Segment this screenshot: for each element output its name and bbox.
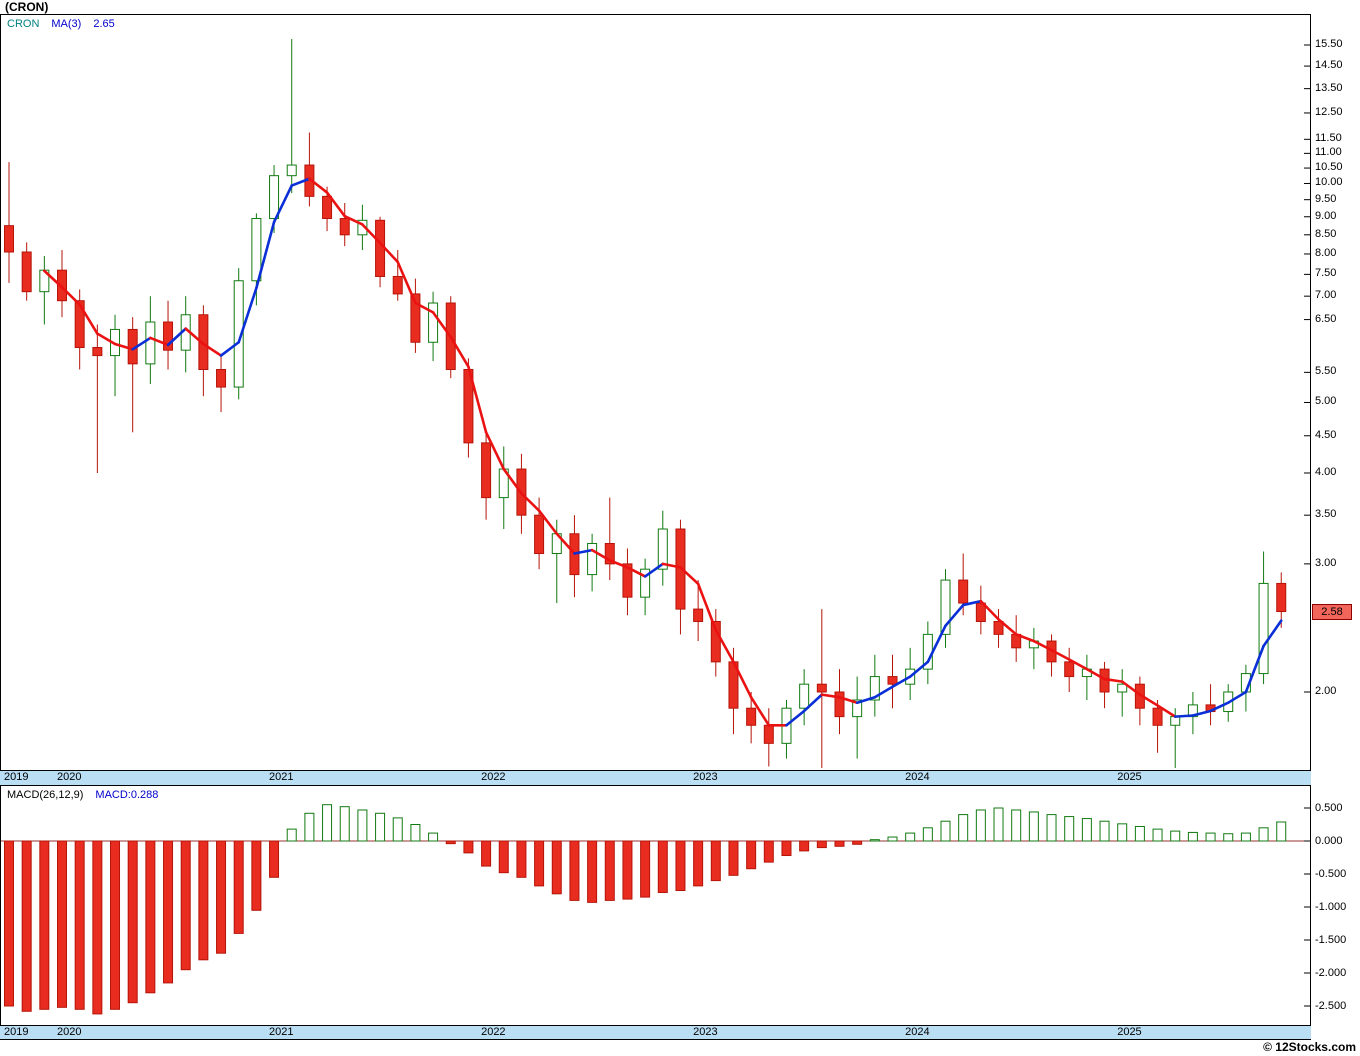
macd-axis-label: -0.500 [1315, 868, 1347, 880]
year-label: 2022 [481, 1026, 506, 1038]
macd-axis-label: -1.500 [1315, 934, 1347, 946]
year-label: 2023 [693, 1026, 718, 1038]
year-label: 2021 [269, 771, 294, 783]
macd-panel: MACD(26,12,9) MACD:0.288 [0, 785, 1311, 1026]
price-legend: CRON MA(3) 2.65 [7, 18, 127, 30]
price-axis-label: 12.50 [1315, 105, 1343, 118]
macd-axis-label: -1.000 [1315, 901, 1347, 913]
price-axis-label: 9.00 [1315, 209, 1337, 222]
x-axis-years-bottom: 2019 2020 2021 2022 2023 2024 2025 [0, 1026, 1311, 1040]
price-axis-label: 7.00 [1315, 289, 1337, 302]
x-axis-years-top: 2019 2020 2021 2022 2023 2024 2025 [0, 771, 1311, 785]
price-axis-label: 10.00 [1315, 176, 1343, 189]
price-axis-label: 7.50 [1315, 267, 1337, 280]
price-axis-label: 14.50 [1315, 59, 1343, 72]
price-axis-label: 3.00 [1315, 556, 1337, 569]
year-label: 2019 [4, 1026, 29, 1038]
year-label: 2024 [905, 1026, 930, 1038]
price-axis-label: 2.00 [1315, 684, 1337, 697]
price-axis-label: 5.00 [1315, 395, 1337, 408]
year-label: 2019 [4, 771, 29, 783]
last-price-tag: 2.58 [1312, 603, 1352, 620]
macd-axis-label: -2.000 [1315, 967, 1347, 979]
macd-legend-value: MACD:0.288 [95, 789, 159, 801]
macd-axis-label: 0.000 [1315, 835, 1343, 847]
year-label: 2022 [481, 771, 506, 783]
year-label: 2025 [1117, 1026, 1142, 1038]
price-candlestick-svg [4, 38, 1310, 768]
watermark: © 12Stocks.com [1263, 1040, 1356, 1054]
legend-symbol: CRON [7, 18, 40, 30]
price-axis-label: 4.50 [1315, 428, 1337, 441]
price-axis-label: 11.50 [1315, 132, 1342, 145]
year-label: 2021 [269, 1026, 294, 1038]
price-axis-label: 9.50 [1315, 192, 1337, 205]
year-label: 2025 [1117, 771, 1142, 783]
legend-ma-value: 2.65 [93, 18, 115, 30]
macd-legend-label: MACD(26,12,9) [7, 789, 84, 801]
chart-title: (CRON) [5, 0, 49, 14]
price-axis-label: 6.50 [1315, 312, 1337, 325]
year-label: 2024 [905, 771, 930, 783]
year-label: 2020 [57, 1026, 82, 1038]
price-axis-label: 11.00 [1315, 146, 1342, 159]
price-axis-label: 10.50 [1315, 161, 1343, 174]
macd-legend: MACD(26,12,9) MACD:0.288 [7, 789, 170, 801]
year-label: 2020 [57, 771, 82, 783]
macd-axis-label: 0.500 [1315, 802, 1343, 814]
year-label: 2023 [693, 771, 718, 783]
price-axis-label: 8.50 [1315, 227, 1337, 240]
price-y-axis: 15.50 14.50 13.50 12.50 11.50 11.00 10.50 10.00… [1314, 14, 1360, 771]
price-axis-label: 15.50 [1315, 38, 1343, 50]
macd-y-axis: 0.500 0.000 -0.500 -1.000 -1.500 -2.000 -2.500 [1314, 785, 1360, 1026]
price-axis-label: 13.50 [1315, 81, 1343, 94]
price-axis-label: 3.50 [1315, 508, 1337, 521]
price-axis-label: 8.00 [1315, 246, 1337, 259]
price-chart-panel: CRON MA(3) 2.65 [0, 14, 1311, 771]
legend-ma-label: MA(3) [51, 18, 82, 30]
macd-histogram-svg [1, 804, 1310, 1015]
price-axis-label: 5.50 [1315, 365, 1337, 378]
macd-axis-label: -2.500 [1315, 1000, 1347, 1012]
price-axis-label: 4.00 [1315, 465, 1337, 478]
